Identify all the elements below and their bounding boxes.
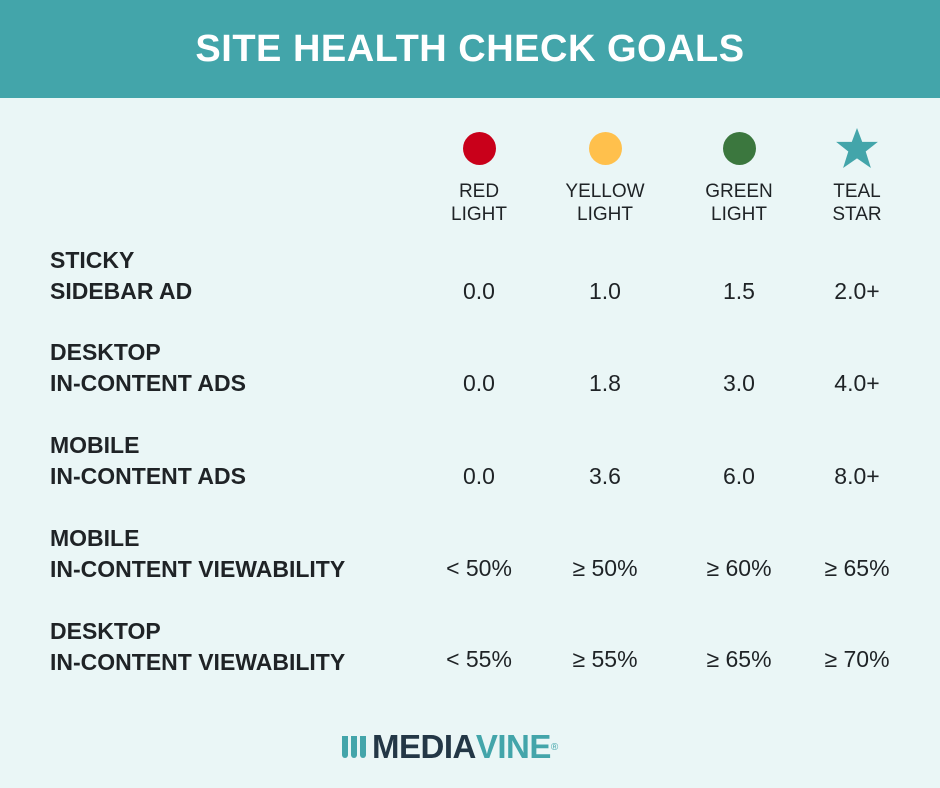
- red-circle-icon: [462, 131, 496, 165]
- teal-star-icon: [836, 128, 878, 168]
- column-red-light: RED LIGHT: [414, 128, 544, 226]
- value-cell: 2.0+: [834, 278, 880, 304]
- header-banner: SITE HEALTH CHECK GOALS: [0, 0, 940, 98]
- column-green-light: GREEN LIGHT: [674, 128, 804, 226]
- value-cell: < 55%: [446, 646, 512, 672]
- mediavine-mark-icon: [342, 736, 366, 758]
- table-row: DESKTOP IN-CONTENT VIEWABILITY < 55% ≥ 5…: [50, 616, 910, 686]
- value-cell: 8.0+: [834, 463, 880, 489]
- row-label: DESKTOP IN-CONTENT ADS: [50, 339, 246, 396]
- table-row: STICKY SIDEBAR AD 0.0 1.0 1.5 2.0+: [50, 245, 910, 315]
- value-cell: 0.0: [463, 370, 495, 396]
- column-teal-star: TEAL STAR: [792, 128, 922, 226]
- row-label: MOBILE IN-CONTENT ADS: [50, 432, 246, 489]
- green-circle-icon: [722, 131, 756, 165]
- row-label: DESKTOP IN-CONTENT VIEWABILITY: [50, 618, 346, 675]
- mediavine-logo: MEDIA VINE ®: [342, 728, 558, 766]
- registered-mark: ®: [550, 741, 558, 753]
- value-cell: ≥ 65%: [824, 555, 890, 581]
- value-cell: ≥ 60%: [706, 555, 772, 581]
- table-row: MOBILE IN-CONTENT VIEWABILITY < 50% ≥ 50…: [50, 523, 910, 593]
- value-cell: 6.0: [723, 463, 755, 489]
- value-cell: ≥ 70%: [824, 646, 890, 672]
- value-cell: ≥ 65%: [706, 646, 772, 672]
- value-cell: 1.0: [589, 278, 621, 304]
- value-cell: 4.0+: [834, 370, 880, 396]
- logo-text-vine: VINE: [475, 728, 552, 765]
- value-cell: 3.0: [723, 370, 755, 396]
- column-label: YELLOW LIGHT: [565, 181, 645, 225]
- value-cell: < 50%: [446, 555, 512, 581]
- value-cell: ≥ 55%: [572, 646, 638, 672]
- table-row: DESKTOP IN-CONTENT ADS 0.0 1.8 3.0 4.0+: [50, 337, 910, 407]
- column-label: GREEN LIGHT: [705, 181, 773, 225]
- value-cell: ≥ 50%: [572, 555, 638, 581]
- column-label: TEAL STAR: [832, 181, 882, 225]
- table-row: MOBILE IN-CONTENT ADS 0.0 3.6 6.0 8.0+: [50, 430, 910, 500]
- value-cell: 0.0: [463, 278, 495, 304]
- value-cell: 0.0: [463, 463, 495, 489]
- value-cell: 3.6: [589, 463, 621, 489]
- value-cell: 1.5: [723, 278, 755, 304]
- logo-text-media: MEDIA: [372, 728, 476, 765]
- column-label: RED LIGHT: [451, 181, 507, 225]
- column-yellow-light: YELLOW LIGHT: [540, 128, 670, 226]
- row-label: MOBILE IN-CONTENT VIEWABILITY: [50, 525, 346, 582]
- yellow-circle-icon: [588, 131, 622, 165]
- page-title: SITE HEALTH CHECK GOALS: [195, 27, 745, 70]
- row-label: STICKY SIDEBAR AD: [50, 247, 193, 304]
- value-cell: 1.8: [589, 370, 621, 396]
